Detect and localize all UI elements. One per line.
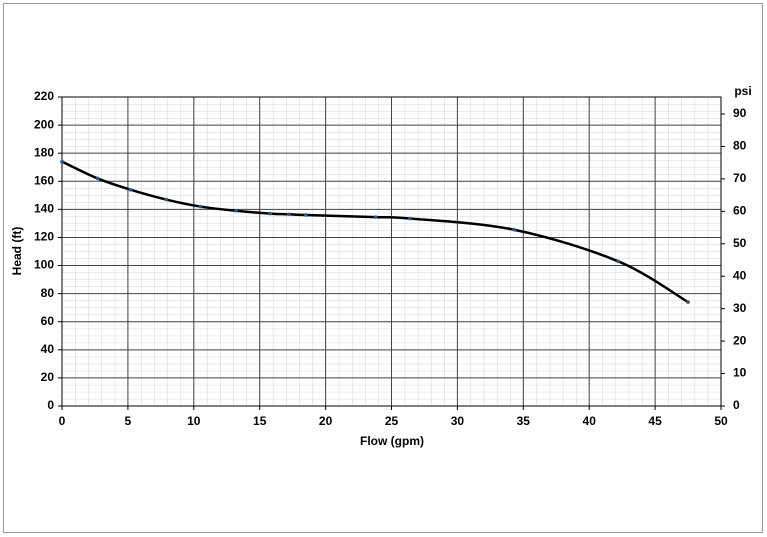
x-tick-label: 5 <box>125 414 132 428</box>
y-tick-label: 120 <box>34 230 54 244</box>
y-tick-label: 0 <box>47 398 54 412</box>
x-tick-label: 40 <box>583 414 597 428</box>
y-tick-label: 100 <box>34 258 54 272</box>
y-tick-label: 20 <box>41 370 55 384</box>
y-tick-label: 220 <box>34 89 54 103</box>
x-tick-label: 0 <box>59 414 66 428</box>
point <box>198 204 203 209</box>
y2-axis-label: psi <box>734 84 751 98</box>
plot-border <box>61 96 722 407</box>
x-axis-label: Flow (gpm) <box>360 434 424 448</box>
point <box>686 300 690 304</box>
y-tick-label: 80 <box>41 286 55 300</box>
x-tick-label: 25 <box>385 414 399 428</box>
x-tick-label: 15 <box>253 414 267 428</box>
x-tick-label: 10 <box>187 414 201 428</box>
frame <box>3 3 763 533</box>
y2-tick-label: 50 <box>733 236 747 250</box>
y2-tick-label: 0 <box>733 398 740 412</box>
y-tick-label: 140 <box>34 202 54 216</box>
point <box>95 176 100 181</box>
y2-tick-label: 90 <box>733 106 747 120</box>
y-tick-label: 200 <box>34 117 54 131</box>
x-tick-label: 35 <box>517 414 531 428</box>
y-tick-label: 40 <box>41 342 55 356</box>
y-tick-label: 160 <box>34 173 54 187</box>
x-tick-label: 20 <box>319 414 333 428</box>
y2-tick-label: 70 <box>733 171 747 185</box>
y2-tick-label: 30 <box>733 301 747 315</box>
y2-tick-label: 80 <box>733 139 747 153</box>
point <box>304 213 308 217</box>
point <box>60 159 64 164</box>
y2-tick-label: 60 <box>733 204 747 218</box>
point <box>512 227 516 232</box>
point <box>286 212 291 217</box>
point <box>408 216 412 221</box>
y2-tick-label: 20 <box>733 333 747 347</box>
point <box>616 259 620 264</box>
x-tick-label: 50 <box>714 414 728 428</box>
point <box>128 187 133 192</box>
x-tick-label: 30 <box>451 414 465 428</box>
y-axis-label: Head (ft) <box>10 227 24 276</box>
point <box>373 215 378 219</box>
y2-tick-label: 40 <box>733 268 747 282</box>
point <box>268 211 273 216</box>
y-tick-label: 60 <box>41 314 55 328</box>
x-tick-label: 45 <box>648 414 662 428</box>
y2-tick-label: 10 <box>733 366 747 380</box>
y-tick-label: 180 <box>34 145 54 159</box>
point <box>164 197 168 202</box>
point <box>234 208 238 213</box>
